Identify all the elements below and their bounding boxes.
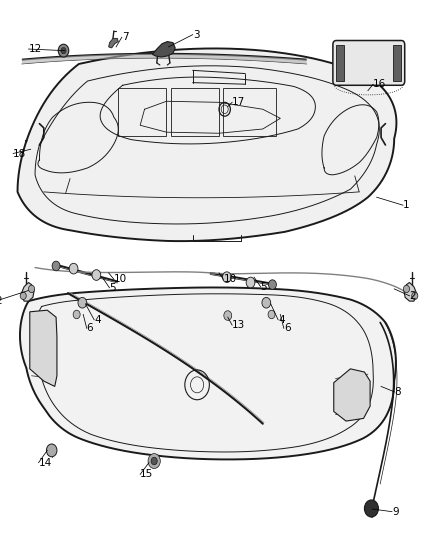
Polygon shape xyxy=(21,282,34,301)
Circle shape xyxy=(46,444,57,457)
Text: 12: 12 xyxy=(28,44,42,54)
FancyBboxPatch shape xyxy=(336,45,344,81)
Text: 1: 1 xyxy=(403,200,410,210)
Circle shape xyxy=(73,310,80,319)
Circle shape xyxy=(403,285,410,293)
Text: 8: 8 xyxy=(394,387,401,397)
Polygon shape xyxy=(404,282,417,301)
Circle shape xyxy=(364,500,378,517)
Circle shape xyxy=(58,44,69,57)
Text: 18: 18 xyxy=(13,149,26,158)
Text: 15: 15 xyxy=(140,470,153,479)
Text: 13: 13 xyxy=(232,320,245,330)
Circle shape xyxy=(69,263,78,274)
Polygon shape xyxy=(30,310,57,386)
Polygon shape xyxy=(20,287,396,459)
Circle shape xyxy=(20,292,26,300)
Circle shape xyxy=(224,311,232,320)
Text: 2: 2 xyxy=(0,296,2,306)
Text: 3: 3 xyxy=(193,30,199,39)
Polygon shape xyxy=(109,38,118,48)
Text: 14: 14 xyxy=(39,458,52,467)
Circle shape xyxy=(61,47,66,54)
Circle shape xyxy=(148,454,160,469)
Text: 10: 10 xyxy=(114,274,127,284)
Text: 5: 5 xyxy=(261,282,267,292)
Text: 2: 2 xyxy=(410,291,416,301)
FancyBboxPatch shape xyxy=(393,45,401,81)
Circle shape xyxy=(268,280,276,289)
Circle shape xyxy=(78,297,87,308)
Text: 7: 7 xyxy=(122,33,128,42)
Text: 4: 4 xyxy=(278,315,285,325)
Circle shape xyxy=(151,457,157,465)
Polygon shape xyxy=(18,49,396,241)
Circle shape xyxy=(262,297,271,308)
Text: 9: 9 xyxy=(392,507,399,516)
Text: 6: 6 xyxy=(87,324,93,333)
Text: 10: 10 xyxy=(223,274,237,284)
Polygon shape xyxy=(152,42,175,57)
Text: 17: 17 xyxy=(232,98,245,107)
Circle shape xyxy=(268,310,275,319)
Text: 16: 16 xyxy=(373,79,386,89)
Circle shape xyxy=(52,261,60,271)
Text: 5: 5 xyxy=(110,283,116,293)
Polygon shape xyxy=(22,54,307,64)
Text: 6: 6 xyxy=(284,324,290,333)
Circle shape xyxy=(92,270,101,280)
Circle shape xyxy=(412,292,418,300)
Circle shape xyxy=(28,285,35,293)
Polygon shape xyxy=(334,369,370,421)
Text: 4: 4 xyxy=(94,315,101,325)
Circle shape xyxy=(246,277,255,288)
Circle shape xyxy=(223,272,231,282)
FancyBboxPatch shape xyxy=(333,41,405,85)
